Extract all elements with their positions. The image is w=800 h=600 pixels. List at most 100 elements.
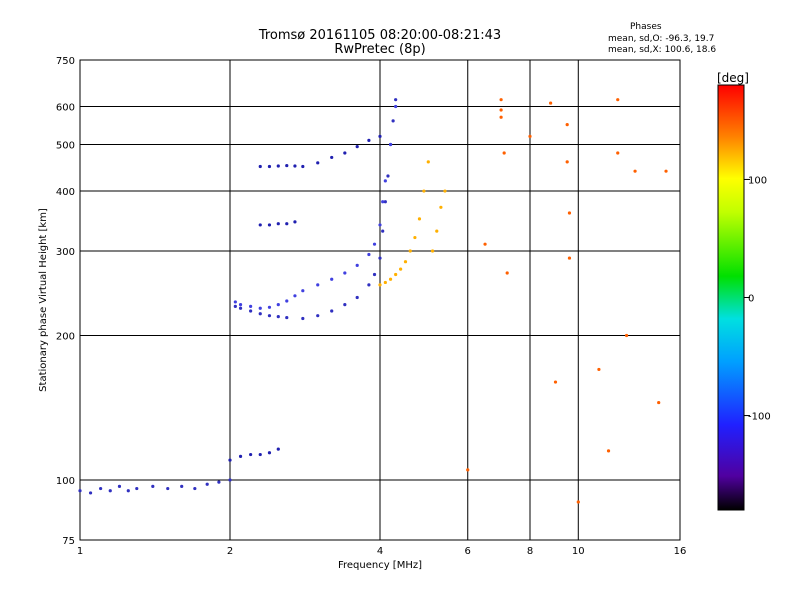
data-point (439, 205, 443, 209)
colorbar-label: [deg] (717, 71, 749, 85)
x-tick-label: 2 (227, 546, 233, 557)
data-point (117, 484, 122, 488)
data-point (355, 145, 359, 149)
data-point (193, 486, 197, 491)
data-point (383, 200, 387, 204)
y-tick-label: 750 (56, 56, 75, 67)
data-point (565, 160, 569, 164)
data-point (316, 161, 320, 165)
data-point (276, 315, 280, 319)
data-point (343, 271, 347, 275)
data-point (616, 98, 620, 102)
colorbar-ticks: 100 0 -100 (744, 175, 771, 423)
data-point (378, 223, 382, 227)
data-point (381, 229, 385, 233)
data-point (355, 295, 359, 300)
data-point (135, 486, 139, 491)
data-point (378, 256, 382, 260)
x-tick-label: 10 (572, 546, 585, 557)
x-tick-label: 6 (465, 546, 471, 557)
colorbar (717, 84, 745, 511)
data-point (394, 98, 398, 102)
data-point (180, 484, 184, 488)
data-point (549, 101, 553, 105)
x-tick-label: 16 (674, 546, 687, 557)
data-point (443, 189, 447, 193)
data-point (606, 449, 611, 453)
data-point (276, 302, 280, 307)
x-axis-label: Frequency [MHz] (338, 560, 422, 571)
data-point (528, 134, 532, 138)
data-point (238, 306, 243, 310)
data-point (399, 267, 403, 271)
data-point (565, 123, 569, 127)
data-point (293, 220, 297, 224)
data-point (664, 169, 668, 173)
data-point (499, 108, 503, 112)
data-point (285, 163, 289, 168)
y-tick-label: 100 (56, 476, 75, 487)
data-point (430, 249, 435, 253)
data-point (276, 164, 280, 168)
data-point (166, 486, 170, 491)
data-point (228, 458, 232, 462)
data-point (597, 367, 601, 372)
data-point (394, 272, 398, 277)
data-point (330, 155, 334, 160)
data-point (417, 217, 422, 221)
data-point (367, 138, 371, 142)
data-point (285, 299, 289, 303)
data-point (267, 451, 272, 455)
data-point (249, 304, 253, 309)
data-point (388, 277, 393, 281)
data-point (386, 174, 390, 178)
colorbar-tick-label: 100 (748, 175, 767, 186)
data-point (267, 223, 272, 227)
colorbar-tick-label: -100 (748, 412, 771, 423)
data-point (233, 300, 237, 304)
data-point (233, 304, 237, 309)
data-point (499, 98, 503, 102)
data-point (78, 489, 82, 493)
data-point (249, 309, 253, 313)
data-point (435, 229, 439, 233)
data-point (624, 333, 629, 338)
data-points (78, 98, 668, 504)
data-point (267, 305, 272, 309)
data-point (372, 272, 377, 277)
data-point (258, 164, 262, 169)
stats-o: mean, sd,O: -96.3, 19.7 (608, 34, 715, 44)
y-tick-label: 75 (62, 536, 75, 547)
data-point (258, 223, 262, 227)
data-point (553, 380, 558, 384)
data-point (422, 189, 426, 193)
data-point (367, 283, 371, 287)
data-point (267, 164, 272, 169)
chart-title: Tromsø 20161105 08:20:00-08:21:43 (258, 28, 502, 43)
y-tick-label: 400 (56, 187, 75, 198)
data-point (576, 500, 580, 504)
data-point (217, 480, 221, 484)
data-point (258, 452, 262, 457)
axis-ticks: 1 2 4 6 8 10 16 75 100 200 300 400 500 600 750 (56, 56, 686, 557)
y-axis-label: Stationary phase Virtual Height [km] (38, 208, 49, 392)
stats-x: mean, sd,X: 100.6, 18.6 (608, 45, 717, 55)
data-point (378, 283, 382, 287)
data-point (383, 179, 387, 183)
stats-heading: Phases (630, 22, 662, 32)
data-point (249, 452, 253, 457)
y-tick-label: 600 (56, 103, 75, 114)
data-point (391, 119, 395, 123)
data-point (293, 164, 297, 168)
data-point (258, 306, 262, 310)
data-point (394, 104, 398, 109)
y-tick-label: 300 (56, 247, 75, 258)
data-point (502, 151, 506, 155)
data-point (258, 312, 262, 316)
data-point (388, 142, 393, 147)
data-point (378, 134, 382, 138)
data-point (657, 400, 661, 405)
data-point (205, 482, 209, 486)
data-point (276, 447, 280, 451)
